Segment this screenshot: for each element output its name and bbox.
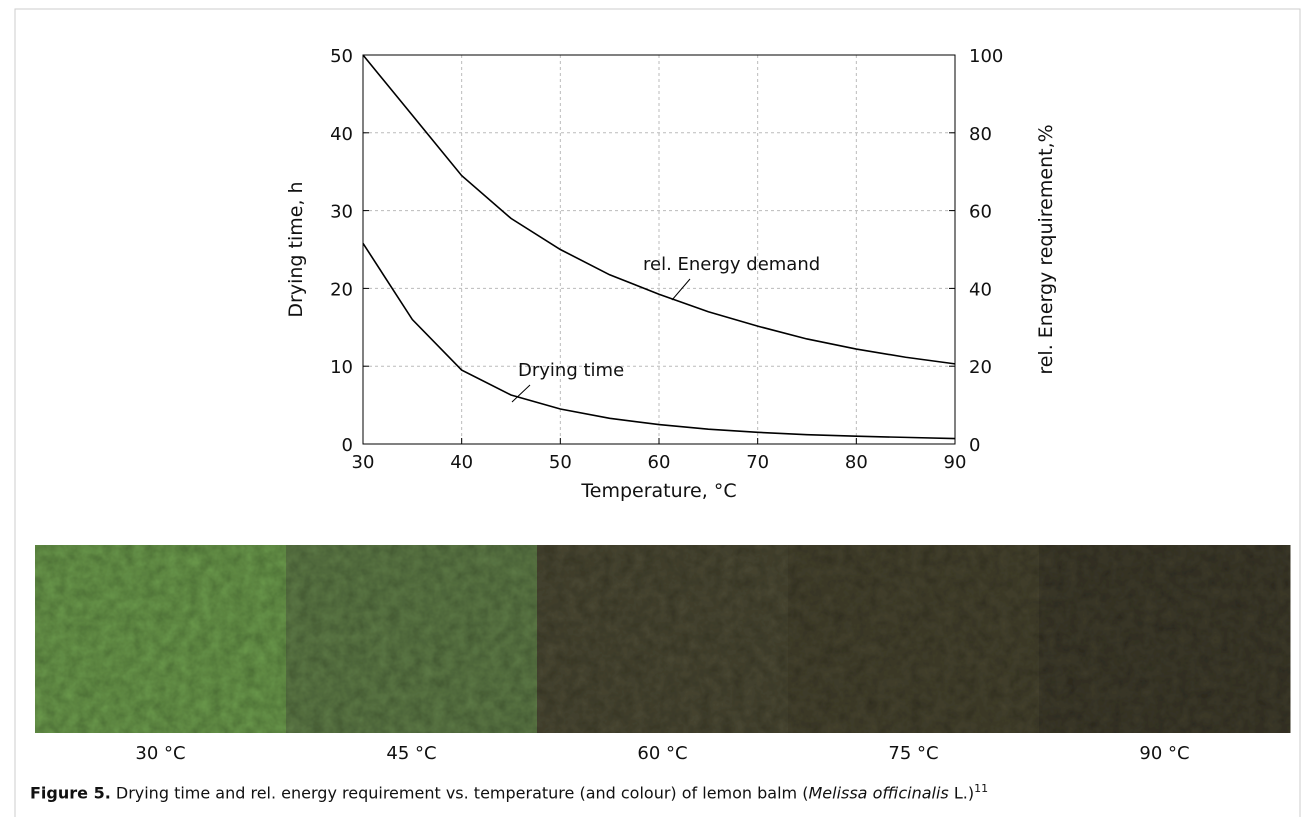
- x-tick-label: 60: [648, 452, 671, 473]
- photo: [286, 545, 538, 733]
- y2-tick-label: 100: [969, 46, 1003, 67]
- photo-label: 75 °C: [888, 743, 938, 764]
- x-tick-label: 50: [549, 452, 572, 473]
- series-line: [362, 54, 956, 365]
- figure-border: [14, 8, 1301, 817]
- x-axis-label: Temperature, °C: [580, 480, 736, 502]
- series-line: [362, 242, 956, 440]
- y-tick-label: 30: [330, 202, 353, 223]
- y2-tick-label: 60: [969, 202, 992, 223]
- caption-tail: L.): [948, 783, 975, 803]
- leader-line: [671, 278, 691, 301]
- series-label: Drying time: [518, 360, 624, 381]
- y2-tick-label: 40: [969, 279, 992, 300]
- y2-tick-label: 20: [969, 357, 992, 378]
- x-tick-label: 40: [450, 452, 473, 473]
- photo: [788, 545, 1040, 733]
- photo: [1039, 545, 1291, 733]
- leader-line: [511, 384, 531, 403]
- y2-tick-label: 0: [969, 435, 980, 456]
- photo: [35, 545, 287, 733]
- caption-ref: 11: [974, 782, 989, 795]
- photo-label: 45 °C: [386, 743, 436, 764]
- x-tick-label: 80: [845, 452, 868, 473]
- y2-axis-label: rel. Energy requirement,%: [1035, 124, 1057, 374]
- x-tick-label: 70: [746, 452, 769, 473]
- y2-tick-label: 80: [969, 124, 992, 145]
- y-tick-label: 20: [330, 279, 353, 300]
- photo-label: 90 °C: [1139, 743, 1189, 764]
- y-tick-label: 50: [330, 46, 353, 67]
- x-tick-label: 30: [352, 452, 375, 473]
- caption-label: Figure 5.: [30, 783, 111, 803]
- photo-label: 60 °C: [637, 743, 687, 764]
- series-label: rel. Energy demand: [643, 254, 820, 275]
- y-tick-label: 0: [342, 435, 353, 456]
- caption-species: Melissa officinalis: [808, 783, 949, 803]
- photo: [537, 545, 789, 733]
- plot-frame: [362, 54, 956, 445]
- photo-label: 30 °C: [135, 743, 185, 764]
- caption: Figure 5. Drying time and rel. energy re…: [30, 782, 988, 802]
- x-tick-label: 90: [944, 452, 967, 473]
- y-tick-label: 40: [330, 124, 353, 145]
- y-tick-label: 10: [330, 357, 353, 378]
- y-axis-label: Drying time, h: [285, 181, 307, 317]
- caption-text: Drying time and rel. energy requirement …: [110, 783, 809, 803]
